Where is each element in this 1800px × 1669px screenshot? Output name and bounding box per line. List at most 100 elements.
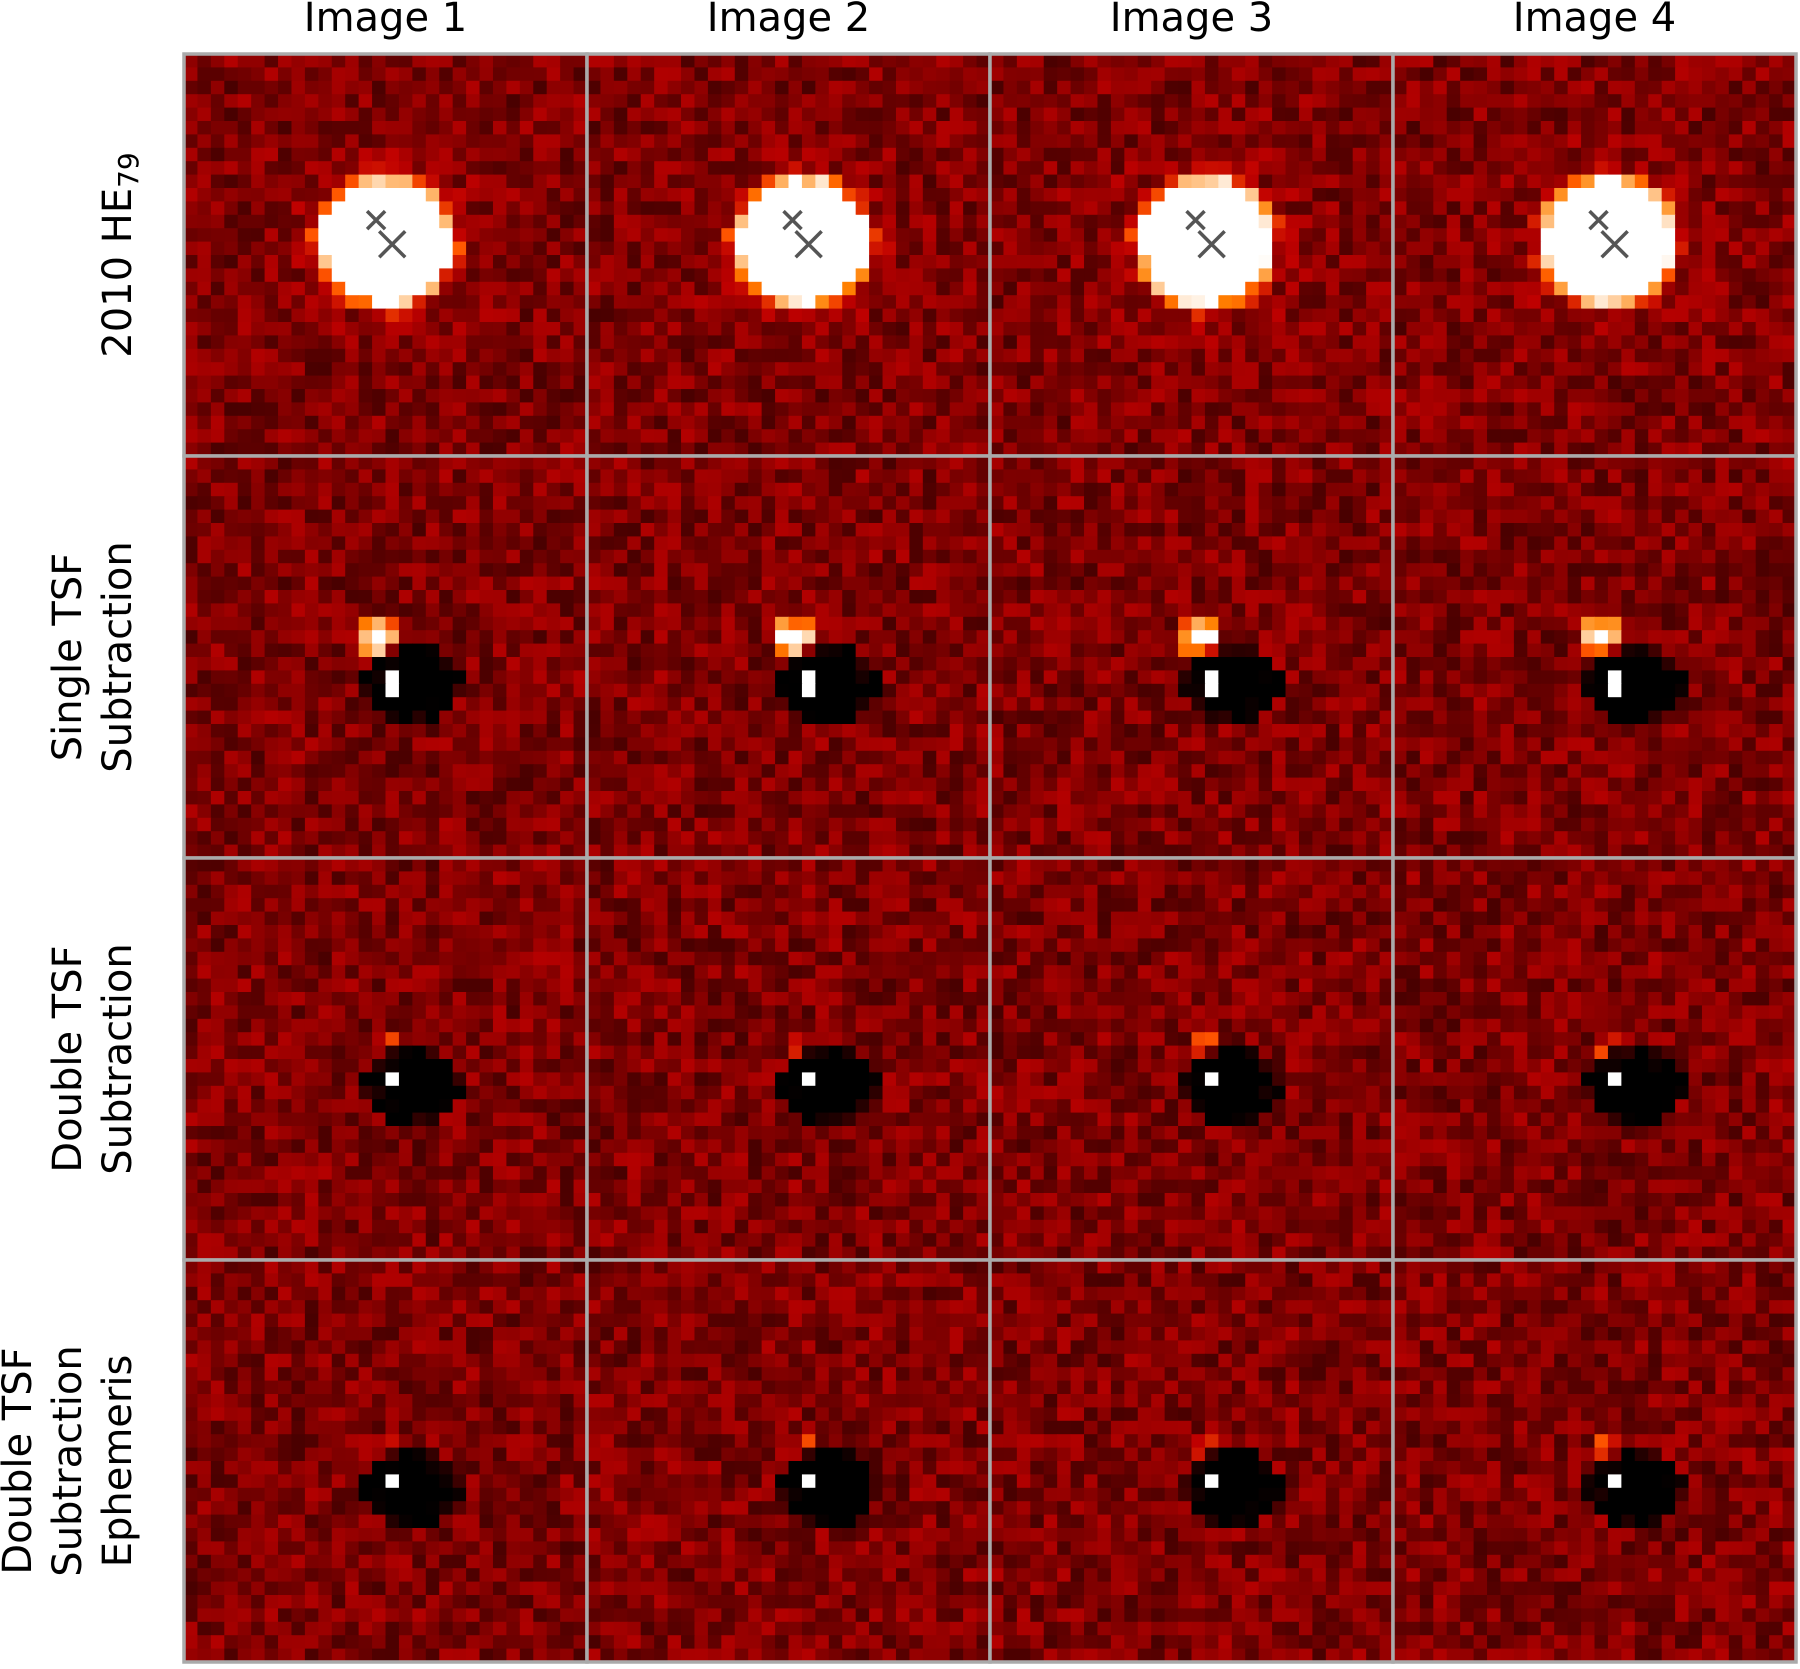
pixel — [184, 241, 199, 256]
pixel — [264, 295, 279, 310]
pixel — [1446, 201, 1461, 216]
pixel — [1218, 375, 1233, 390]
pixel — [1406, 295, 1421, 310]
pixel — [1648, 134, 1663, 149]
pixel — [694, 549, 709, 564]
pixel — [600, 509, 615, 524]
pixel — [385, 322, 400, 336]
pixel — [372, 268, 387, 283]
pixel — [788, 496, 803, 511]
pixel — [237, 603, 252, 618]
pixel — [1701, 121, 1716, 135]
pixel — [1352, 295, 1367, 310]
pixel — [1433, 134, 1448, 149]
pixel — [398, 415, 413, 430]
pixel — [1433, 429, 1448, 444]
pixel — [681, 375, 696, 390]
pixel — [788, 590, 803, 604]
pixel — [1554, 308, 1569, 323]
pixel — [909, 201, 924, 216]
pixel — [1057, 161, 1072, 176]
pixel — [640, 616, 655, 631]
pixel — [1151, 67, 1166, 82]
pixel — [210, 616, 225, 631]
pixel — [1003, 80, 1018, 95]
pixel — [184, 295, 199, 310]
pixel — [1648, 375, 1663, 390]
pixel — [237, 121, 252, 135]
pixel — [882, 549, 897, 564]
pixel — [318, 201, 333, 216]
pixel — [1419, 308, 1434, 323]
pixel — [1634, 442, 1649, 457]
pixel — [1218, 214, 1233, 229]
pixel — [1473, 442, 1488, 457]
pixel — [372, 576, 387, 591]
pixel — [264, 161, 279, 176]
pixel — [1648, 94, 1663, 109]
pixel — [1164, 442, 1179, 457]
pixel — [707, 496, 722, 511]
pixel — [895, 161, 910, 176]
pixel — [331, 737, 346, 752]
pixel — [398, 791, 413, 805]
pixel — [1513, 362, 1528, 377]
pixel — [1500, 268, 1515, 283]
pixel — [1379, 67, 1394, 82]
pixel — [922, 469, 937, 484]
pixel — [882, 67, 897, 82]
pixel — [425, 362, 440, 377]
pixel — [869, 456, 884, 470]
pixel — [1258, 228, 1273, 243]
pixel — [412, 777, 427, 792]
pixel — [439, 616, 454, 631]
pixel — [1164, 121, 1179, 135]
pixel — [1070, 121, 1085, 135]
pixel — [425, 482, 440, 497]
pixel — [761, 429, 776, 444]
pixel — [936, 214, 951, 229]
pixel — [1769, 348, 1784, 363]
pixel — [278, 563, 293, 578]
pixel — [237, 737, 252, 752]
pixel — [398, 469, 413, 484]
pixel — [869, 174, 884, 189]
pixel — [278, 482, 293, 497]
pixel — [667, 456, 682, 470]
pixel — [667, 80, 682, 95]
pixel — [1151, 201, 1166, 216]
pixel — [264, 134, 279, 149]
pixel — [1231, 415, 1246, 430]
pixel — [613, 107, 628, 122]
pixel — [479, 348, 494, 363]
pixel — [1701, 442, 1716, 457]
pixel — [1487, 322, 1502, 336]
pixel — [278, 777, 293, 792]
pixel — [748, 348, 763, 363]
pixel — [1581, 375, 1596, 390]
pixel — [815, 335, 830, 350]
pixel — [1406, 348, 1421, 363]
pixel — [600, 67, 615, 82]
pixel — [1715, 228, 1730, 243]
pixel — [1110, 67, 1125, 82]
pixel — [842, 161, 857, 176]
pixel — [654, 214, 669, 229]
pixel — [425, 590, 440, 604]
pixel — [1312, 201, 1327, 216]
pixel — [842, 657, 857, 671]
pixel — [1016, 174, 1031, 189]
pixel — [439, 576, 454, 591]
pixel — [492, 295, 507, 310]
pixel — [358, 429, 373, 444]
pixel — [573, 362, 588, 377]
pixel — [1473, 54, 1488, 68]
pixel — [788, 429, 803, 444]
pixel — [734, 362, 749, 377]
pixel — [1393, 322, 1408, 336]
pixel — [1581, 107, 1596, 122]
pixel — [1110, 335, 1125, 350]
pixel — [869, 107, 884, 122]
pixel — [640, 295, 655, 310]
pixel — [573, 791, 588, 805]
